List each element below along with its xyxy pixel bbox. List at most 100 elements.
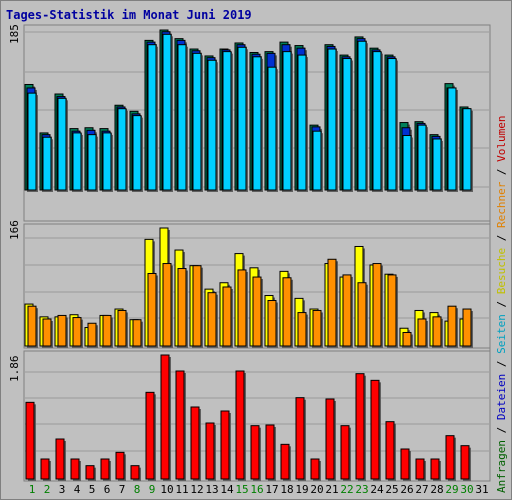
seiten-bar-23 — [357, 40, 367, 191]
rechner-bar-20 — [312, 309, 322, 347]
legend-part: Seiten — [495, 314, 508, 354]
seiten-bar-17 — [267, 66, 277, 191]
rechner-bar-26 — [402, 331, 412, 347]
seiten-bar-11 — [177, 44, 187, 191]
seiten-bar-1 — [27, 92, 37, 191]
rechner-bar-24 — [372, 263, 382, 347]
rechner-bar-19 — [297, 312, 307, 347]
seiten-bar-29 — [447, 87, 457, 191]
legend-part: / — [495, 354, 508, 374]
x-tick-label-9: 9 — [149, 483, 156, 496]
volumen-bar-19 — [295, 397, 305, 480]
rechner-bar-1 — [27, 305, 37, 347]
rechner-bar-23 — [357, 282, 367, 347]
x-tick-label-26: 26 — [400, 483, 413, 496]
volumen-bar-6 — [100, 458, 110, 480]
rechner-bar-14 — [222, 286, 232, 347]
volumen-bar-8 — [130, 465, 140, 480]
x-tick-label-7: 7 — [119, 483, 126, 496]
series-legend: Anfragen / Dateien / Seiten / Besuche / … — [495, 115, 508, 493]
x-tick-label-20: 20 — [310, 483, 323, 496]
bar-marks — [24, 29, 473, 481]
seiten-bar-13 — [207, 59, 217, 191]
volumen-bar-2 — [40, 458, 50, 480]
x-tick-label-13: 13 — [205, 483, 218, 496]
rechner-bar-30 — [462, 308, 472, 347]
rechner-bar-2 — [42, 318, 52, 347]
x-tick-label-25: 25 — [385, 483, 398, 496]
rechner-bar-21 — [327, 258, 337, 347]
rechner-bar-15 — [237, 269, 247, 347]
x-tick-label-5: 5 — [89, 483, 96, 496]
seiten-bar-15 — [237, 46, 247, 191]
seiten-bar-7 — [117, 108, 127, 191]
x-tick-label-10: 10 — [160, 483, 173, 496]
legend-part: Dateien — [495, 374, 508, 420]
seiten-bar-28 — [432, 138, 442, 191]
seiten-bar-2 — [42, 136, 52, 191]
volumen-bar-24 — [370, 379, 380, 480]
volumen-bar-1 — [25, 401, 35, 480]
middle-max-label: 166 — [8, 220, 21, 240]
x-tick-label-21: 21 — [325, 483, 338, 496]
x-tick-label-4: 4 — [74, 483, 81, 496]
legend-part: / — [495, 420, 508, 440]
rechner-bar-10 — [162, 263, 172, 347]
rechner-bar-4 — [72, 317, 82, 347]
rechner-bar-7 — [117, 309, 127, 347]
x-tick-label-2: 2 — [44, 483, 51, 496]
volumen-bar-17 — [265, 424, 275, 480]
volumen-bar-18 — [280, 443, 290, 480]
x-tick-label-29: 29 — [445, 483, 458, 496]
x-tick-label-16: 16 — [250, 483, 263, 496]
x-tick-label-8: 8 — [134, 483, 141, 496]
legend-part: Rechner — [495, 181, 508, 228]
x-tick-label-14: 14 — [220, 483, 234, 496]
rechner-bar-27 — [417, 318, 427, 347]
volumen-bar-28 — [430, 458, 440, 480]
rechner-bar-9 — [147, 272, 157, 347]
x-tick-labels: 1 2 3 4 5 6 7 8 9 10 11 12 13 14 15 16 17 18 19 20 21 22 23 24 2… — [29, 483, 489, 496]
volumen-bar-11 — [175, 370, 185, 480]
legend-part: Besuche — [495, 248, 508, 294]
volumen-bar-15 — [235, 370, 245, 480]
x-tick-label-6: 6 — [104, 483, 111, 496]
seiten-bar-4 — [72, 132, 82, 191]
x-tick-label-31: 31 — [475, 483, 488, 496]
volumen-bar-25 — [385, 421, 395, 480]
x-tick-label-30: 30 — [460, 483, 473, 496]
rechner-bar-18 — [282, 277, 292, 347]
volumen-bar-27 — [415, 458, 425, 480]
rechner-bar-5 — [87, 322, 97, 347]
rechner-bar-12 — [192, 265, 202, 347]
volumen-bar-5 — [85, 465, 95, 480]
volumen-bar-23 — [355, 373, 365, 480]
volumen-bar-20 — [310, 458, 320, 480]
rechner-bar-28 — [432, 316, 442, 347]
x-tick-label-1: 1 — [29, 483, 36, 496]
rechner-bar-29 — [447, 305, 457, 347]
volumen-bar-4 — [70, 458, 80, 480]
x-tick-label-22: 22 — [340, 483, 353, 496]
seiten-bar-12 — [192, 52, 202, 191]
volumen-bar-21 — [325, 398, 335, 480]
x-tick-label-27: 27 — [415, 483, 428, 496]
legend-part: Anfragen — [495, 440, 508, 493]
legend-part: / — [495, 162, 508, 182]
seiten-bar-24 — [372, 51, 382, 191]
rechner-bar-25 — [387, 274, 397, 347]
volumen-bar-9 — [145, 391, 155, 480]
seiten-bar-3 — [57, 97, 67, 191]
legend-part: / — [495, 294, 508, 314]
seiten-bar-18 — [282, 51, 292, 191]
x-tick-label-24: 24 — [370, 483, 384, 496]
rechner-bar-8 — [132, 319, 142, 347]
chart-title: Tages-Statistik im Monat Juni 2019 — [6, 8, 252, 22]
seiten-bar-26 — [402, 135, 412, 191]
seiten-bar-10 — [162, 33, 172, 191]
rechner-bar-6 — [102, 314, 112, 347]
volumen-bar-14 — [220, 410, 230, 480]
x-tick-label-12: 12 — [190, 483, 203, 496]
seiten-bar-25 — [387, 58, 397, 191]
x-tick-label-3: 3 — [59, 483, 66, 496]
